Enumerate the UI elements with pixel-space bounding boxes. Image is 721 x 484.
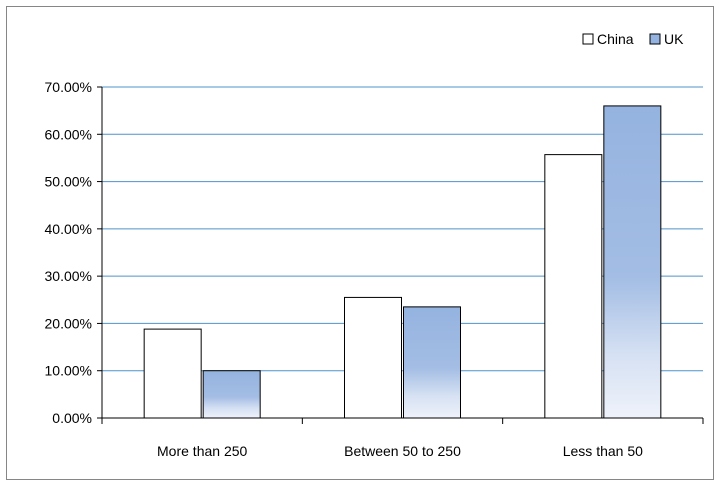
bar-uk-2	[403, 306, 461, 419]
x-tick-label: More than 250	[157, 443, 247, 459]
y-tick-label: 70.00%	[45, 79, 92, 95]
tick-labels: 0.00% 10.00% 20.00% 30.00% 40.00% 50.00% 60.00…	[45, 79, 644, 459]
bar-china-2	[344, 296, 402, 419]
y-tick-label: 30.00%	[45, 268, 92, 284]
legend: China UK	[582, 31, 684, 47]
legend-swatch-china	[582, 33, 594, 45]
bars	[143, 105, 662, 419]
x-tick-label: Between 50 to 250	[344, 443, 461, 459]
y-tick-label: 40.00%	[45, 221, 92, 237]
y-tick-label: 50.00%	[45, 174, 92, 190]
y-tick-label: 10.00%	[45, 363, 92, 379]
x-tick-label: Less than 50	[563, 443, 643, 459]
axes	[97, 86, 704, 424]
y-tick-label: 20.00%	[45, 315, 92, 331]
y-tick-label: 60.00%	[45, 126, 92, 142]
y-tick-label: 0.00%	[52, 410, 92, 426]
bar-china-1	[143, 328, 202, 419]
legend-swatch-uk	[649, 33, 661, 45]
bar-uk-1	[202, 370, 261, 419]
legend-label-china: China	[597, 31, 634, 47]
gridlines	[102, 86, 703, 372]
bar-china-3	[544, 154, 603, 419]
bar-uk-3	[603, 105, 662, 419]
legend-label-uk: UK	[664, 31, 684, 47]
